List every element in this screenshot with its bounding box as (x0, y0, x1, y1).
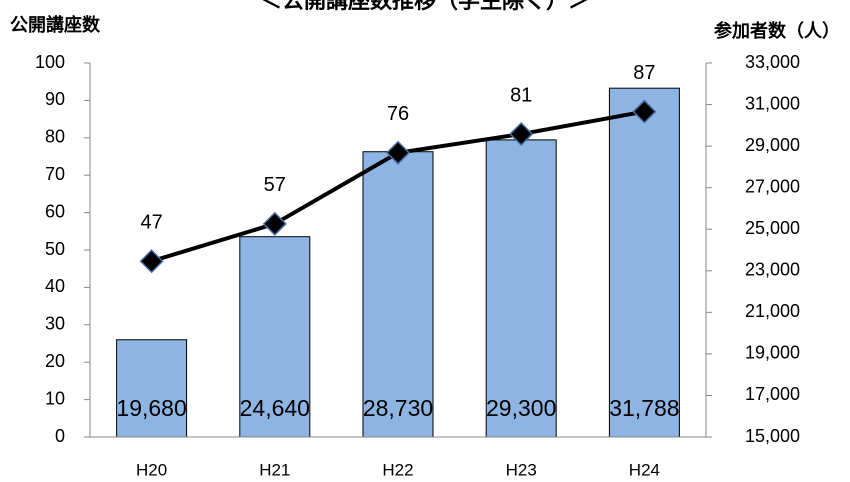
line-value-label: 81 (510, 84, 532, 106)
bar-value-label: 31,788 (609, 395, 679, 421)
line-value-label: 76 (387, 103, 409, 125)
bar (239, 236, 311, 438)
y2-tick-label: 23,000 (745, 260, 800, 280)
y2-tick-label: 33,000 (745, 52, 800, 72)
y-tick-label: 10 (45, 388, 65, 408)
line-marker (509, 121, 534, 147)
y2-tick-label: 29,000 (745, 135, 800, 155)
y-tick-label: 100 (35, 52, 65, 72)
chart-title: ＜公開講座数推移（学生除く）＞ (260, 0, 590, 14)
bar (362, 151, 434, 438)
y-tick-label: 30 (45, 314, 65, 334)
x-tick-label: H24 (629, 460, 660, 479)
y-tick-label: 90 (45, 89, 65, 109)
x-tick-label: H22 (382, 460, 413, 479)
y2-axis-title: 参加者数（人） (714, 20, 840, 42)
y-axis-title: 公開講座数 (10, 14, 101, 36)
bar-value-label: 24,640 (240, 395, 310, 421)
y2-tick-label: 21,000 (745, 301, 800, 321)
x-tick-label: H23 (506, 460, 537, 479)
y2-tick-label: 17,000 (745, 384, 800, 404)
y-tick-label: 20 (45, 351, 65, 371)
bar (485, 139, 557, 438)
y2-tick-label: 31,000 (745, 93, 800, 113)
y-tick-label: 60 (45, 201, 65, 221)
bar (116, 339, 188, 438)
line-value-label: 47 (140, 212, 162, 234)
y-tick-label: 70 (45, 164, 65, 184)
x-tick-label: H21 (259, 460, 290, 479)
line-marker (262, 211, 287, 236)
bar-value-label: 28,730 (363, 395, 433, 421)
line-value-label: 57 (264, 174, 286, 196)
y-tick-label: 50 (45, 239, 65, 259)
y-tick-label: 0 (55, 426, 65, 446)
y2-tick-label: 19,000 (745, 343, 800, 363)
bar-value-label: 19,680 (116, 395, 186, 421)
line-value-label: 87 (633, 62, 655, 84)
x-tick-label: H20 (136, 460, 167, 479)
y2-tick-label: 27,000 (745, 176, 800, 196)
y2-tick-label: 15,000 (745, 426, 800, 446)
y-tick-label: 80 (45, 127, 65, 147)
y2-tick-label: 25,000 (745, 218, 800, 238)
bar (608, 87, 680, 438)
line-marker (385, 140, 411, 165)
bar-value-label: 29,300 (486, 395, 556, 421)
y-tick-label: 40 (45, 276, 65, 296)
line-marker (139, 249, 164, 274)
line-marker (632, 99, 657, 124)
